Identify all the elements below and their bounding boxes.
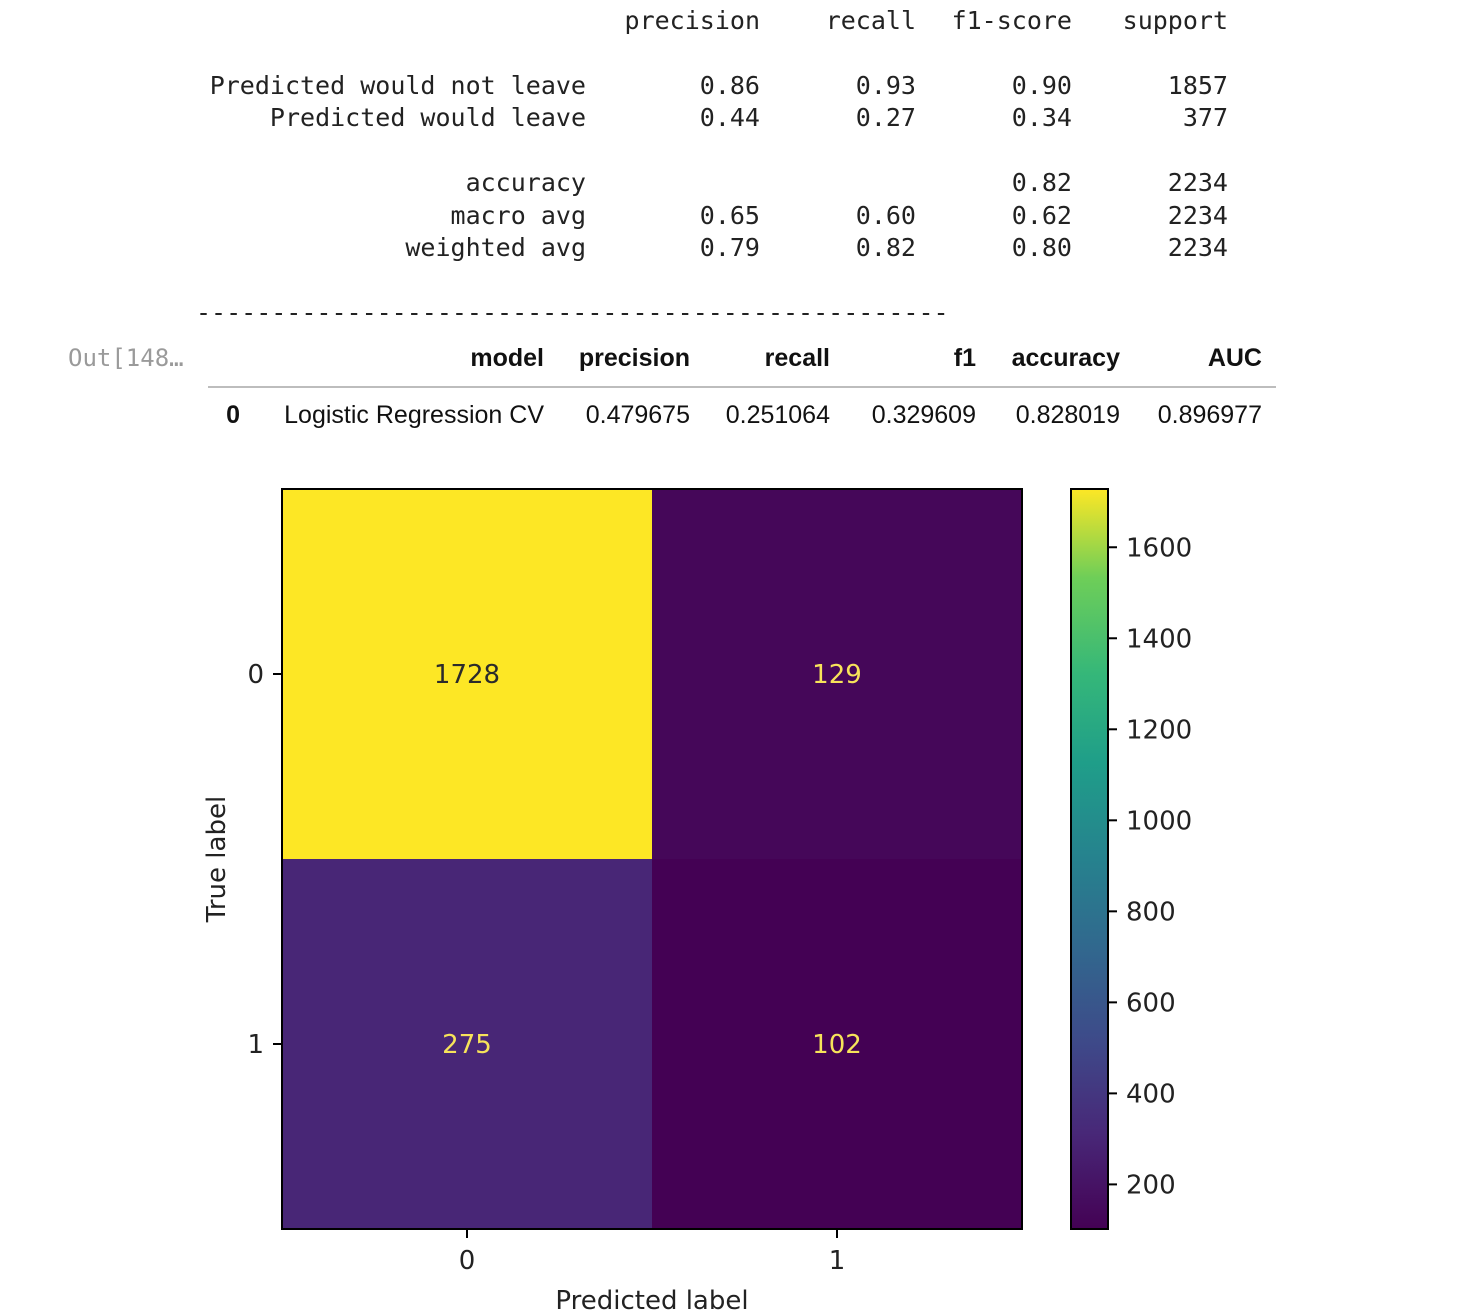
- report-value: 0.34: [1011, 103, 1072, 132]
- df-cell-auc: 0.896977: [1157, 401, 1262, 429]
- df-cell-precision: 0.479675: [585, 401, 690, 429]
- dataframe-header: model precision recall f1 accuracy AUC: [208, 336, 1276, 388]
- df-col-recall: recall: [764, 344, 830, 372]
- report-row-label: weighted avg: [405, 233, 586, 262]
- classification-report: precision recall f1-score support Predic…: [0, 0, 1484, 330]
- report-value: 377: [1182, 103, 1228, 132]
- df-cell-accuracy: 0.828019: [1015, 401, 1120, 429]
- df-col-auc: AUC: [1207, 344, 1262, 372]
- heatmap-cell: [282, 489, 652, 859]
- colorbar-tick-label: 1400: [1126, 624, 1192, 654]
- report-row-label: macro avg: [450, 201, 586, 230]
- report-value: 0.90: [1011, 71, 1072, 100]
- colorbar-tick-label: 1200: [1126, 715, 1192, 745]
- df-col-accuracy: accuracy: [1011, 344, 1120, 372]
- report-value: 2234: [1167, 201, 1228, 230]
- report-value: 2234: [1167, 233, 1228, 262]
- heatmap-frame: [281, 488, 1023, 1230]
- df-cell-model: Logistic Regression CV: [284, 401, 544, 429]
- x-axis-label: Predicted label: [555, 1286, 748, 1312]
- report-col-support: support: [1122, 6, 1228, 35]
- report-value: 1857: [1167, 71, 1228, 100]
- heatmap-cell: [282, 859, 652, 1229]
- report-value: 2234: [1167, 168, 1228, 197]
- df-col-model: model: [470, 344, 544, 372]
- report-col-precision: precision: [624, 6, 760, 35]
- cell-value-label: 102: [812, 1030, 862, 1060]
- report-value: 0.82: [855, 233, 916, 262]
- report-value: 0.82: [1011, 168, 1072, 197]
- report-value: 0.44: [699, 103, 760, 132]
- cell-value-label: 275: [442, 1030, 492, 1060]
- output-prompt: Out[148…: [68, 344, 184, 372]
- report-value: 0.86: [699, 71, 760, 100]
- separator-rule: ----------------------------------------…: [196, 298, 949, 327]
- report-value: 0.60: [855, 201, 916, 230]
- colorbar-tick-label: 400: [1126, 1079, 1176, 1109]
- y-tick-label: 0: [247, 660, 264, 690]
- df-cell-recall: 0.251064: [725, 401, 830, 429]
- cell-value-label: 129: [812, 660, 862, 690]
- df-cell-f1: 0.329609: [871, 401, 976, 429]
- colorbar-tick-label: 200: [1126, 1170, 1176, 1200]
- report-value: 0.79: [699, 233, 760, 262]
- report-col-recall: recall: [825, 6, 916, 35]
- y-axis-label: True label: [202, 796, 232, 923]
- report-row-label: accuracy: [465, 168, 586, 197]
- heatmap-cell: [652, 859, 1022, 1229]
- table-row: 0 Logistic Regression CV 0.479675 0.2510…: [208, 388, 1276, 448]
- colorbar-tick-label: 1000: [1126, 806, 1192, 836]
- df-col-f1: f1: [953, 344, 976, 372]
- cell-value-label: 1728: [434, 660, 500, 690]
- x-tick-label: 1: [829, 1246, 846, 1276]
- report-value: 0.62: [1011, 201, 1072, 230]
- report-row-label: Predicted would leave: [269, 103, 586, 132]
- colorbar-tick-label: 800: [1126, 897, 1176, 927]
- colorbar-tick-label: 600: [1126, 988, 1176, 1018]
- heatmap-cell: [652, 489, 1022, 859]
- report-value: 0.65: [699, 201, 760, 230]
- report-col-f1: f1-score: [951, 6, 1072, 35]
- report-value: 0.80: [1011, 233, 1072, 262]
- colorbar-tick-label: 1600: [1126, 533, 1192, 563]
- report-value: 0.93: [855, 71, 916, 100]
- x-tick-label: 0: [459, 1246, 476, 1276]
- df-row-index: 0: [226, 401, 240, 429]
- report-row-label: Predicted would not leave: [209, 71, 586, 100]
- report-value: 0.27: [855, 103, 916, 132]
- y-tick-label: 1: [247, 1030, 264, 1060]
- colorbar: [1070, 488, 1109, 1230]
- df-col-precision: precision: [578, 344, 690, 372]
